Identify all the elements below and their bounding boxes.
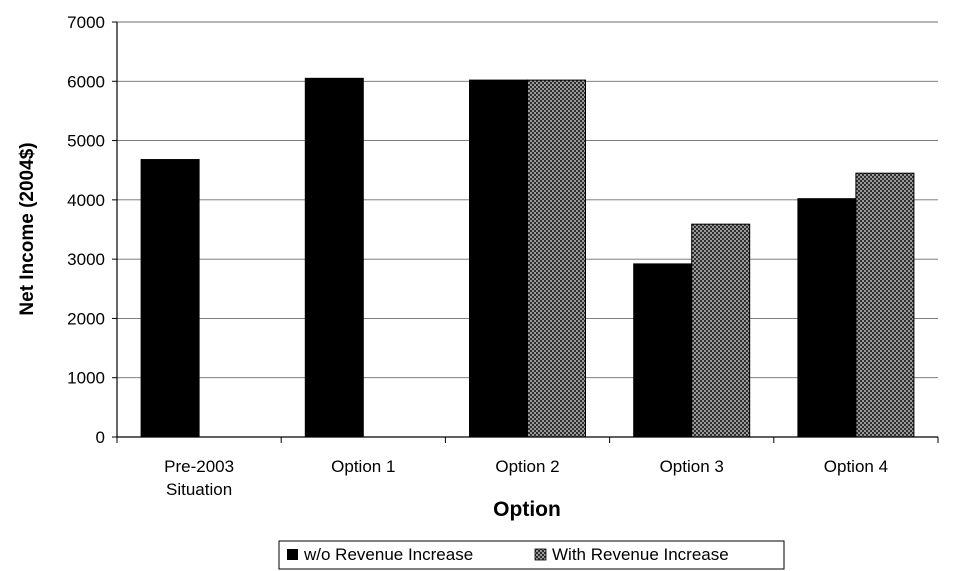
y-tick-label: 3000 — [67, 250, 105, 269]
bar-series-1-cat-2 — [304, 77, 364, 438]
legend-frame — [278, 540, 785, 570]
y-tick-label: 1000 — [67, 369, 105, 388]
bar-series-1-cat-4 — [633, 263, 693, 438]
y-tick-label: 5000 — [67, 132, 105, 151]
y-tick-label: 6000 — [67, 72, 105, 91]
bar-series-2-cat-4 — [691, 223, 751, 438]
legend-swatch-series-1 — [287, 549, 298, 560]
y-axis-ticks: 0 1000 2000 3000 4000 5000 6000 7000 — [67, 13, 117, 447]
legend-label-series-1: w/o Revenue Increase — [303, 545, 473, 564]
y-axis-title: Net Income (2004$) — [17, 142, 38, 315]
x-category-label: Pre-2003 Situation — [164, 457, 234, 499]
legend: w/o Revenue Increase With Revenue Increa… — [278, 540, 785, 570]
legend-label-series-2: With Revenue Increase — [552, 545, 729, 564]
y-tick-label: 0 — [96, 428, 105, 447]
x-category-label: Option 3 — [660, 457, 724, 476]
y-tick-label: 7000 — [67, 13, 105, 32]
bar-series-2-cat-5 — [855, 172, 915, 438]
x-axis-title: Option — [493, 498, 561, 521]
x-category-label: Option 1 — [331, 457, 395, 476]
x-category-label: Option 4 — [824, 457, 888, 476]
y-tick-label: 2000 — [67, 309, 105, 328]
bar-series-1-cat-3 — [469, 79, 528, 438]
x-category-label: Option 2 — [495, 457, 559, 476]
x-axis-categories: Pre-2003 Situation Option 1 Option 2 Option … — [116, 437, 939, 499]
legend-swatch-series-2 — [534, 548, 547, 561]
bar-series-1-cat-5 — [797, 198, 857, 438]
bars — [140, 77, 915, 438]
bar-series-2-cat-3 — [527, 79, 586, 438]
bar-series-1-cat-1 — [140, 159, 200, 438]
y-tick-label: 4000 — [67, 191, 105, 210]
